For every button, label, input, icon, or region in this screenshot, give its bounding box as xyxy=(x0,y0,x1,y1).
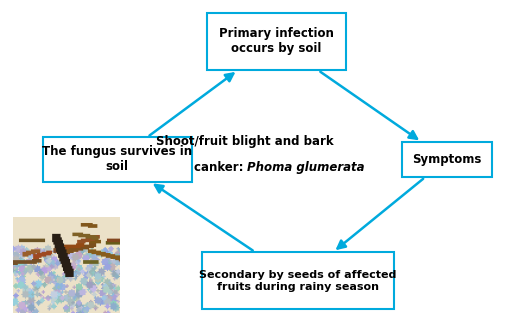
FancyBboxPatch shape xyxy=(402,142,492,177)
FancyBboxPatch shape xyxy=(43,137,192,182)
Text: Primary infection
occurs by soil: Primary infection occurs by soil xyxy=(219,27,334,56)
Text: The fungus survives in
soil: The fungus survives in soil xyxy=(42,145,192,174)
Text: Phoma glumerata: Phoma glumerata xyxy=(247,161,365,174)
Text: canker:: canker: xyxy=(194,161,247,174)
Text: Shoot/fruit blight and bark: Shoot/fruit blight and bark xyxy=(156,136,334,148)
FancyBboxPatch shape xyxy=(202,252,394,309)
Text: Symptoms: Symptoms xyxy=(412,153,481,166)
FancyBboxPatch shape xyxy=(207,13,346,70)
Text: Secondary by seeds of affected
fruits during rainy season: Secondary by seeds of affected fruits du… xyxy=(199,270,397,292)
